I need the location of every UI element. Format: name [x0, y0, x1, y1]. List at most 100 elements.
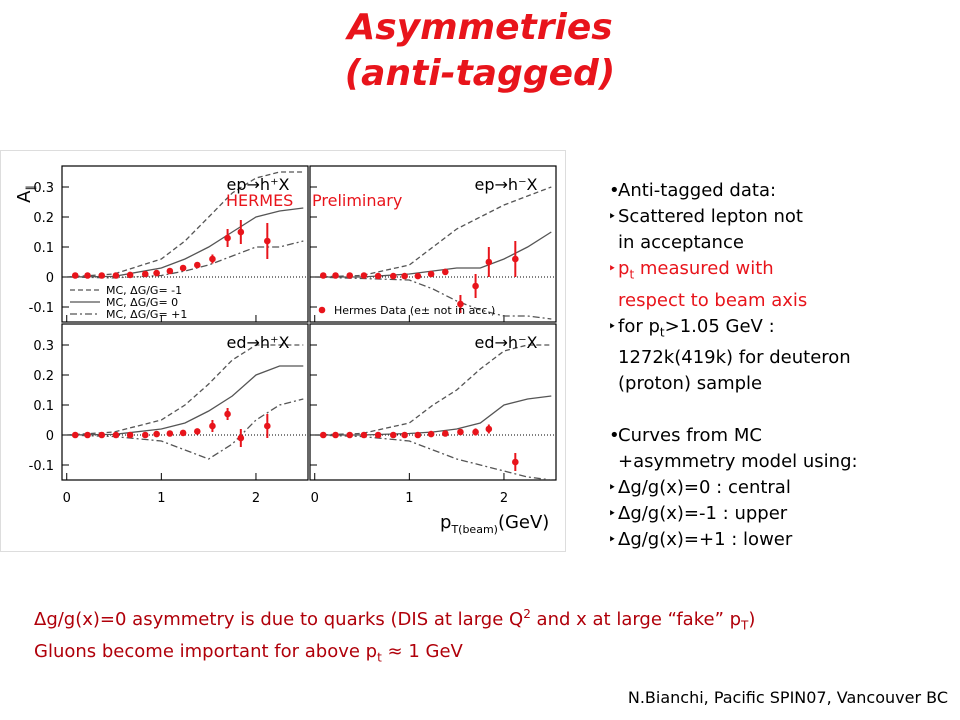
data-point — [126, 271, 134, 279]
legend-label: MC, ΔG/G= -1 — [106, 284, 182, 297]
data-point — [389, 272, 397, 280]
data-point — [264, 422, 271, 430]
y-axis-label-main: A — [14, 190, 35, 203]
y-tick-label: 0 — [46, 271, 54, 286]
data-point — [84, 272, 91, 279]
data-point — [389, 431, 397, 439]
data-point — [472, 282, 479, 290]
data-point — [237, 228, 245, 236]
note-text: respect to beam axis — [618, 289, 808, 311]
panel-frame — [61, 323, 309, 481]
data-point — [346, 431, 354, 439]
note-text: p — [618, 258, 630, 279]
note: for pt>1.05 GeV : 1272k(419k) for deutero… — [608, 314, 948, 398]
data-point — [319, 272, 327, 279]
mc-curve — [314, 344, 552, 436]
notes: Anti-tagged data: Scattered lepton not in… — [608, 178, 948, 553]
x-tick-label: 0 — [63, 491, 71, 506]
note-text: in acceptance — [618, 232, 744, 253]
x-tick-label: 1 — [405, 491, 413, 506]
note: Δg/g(x)=-1 : upper — [608, 501, 948, 527]
y-tick-label: 0.1 — [33, 241, 54, 256]
data-point — [332, 431, 339, 439]
y-tick-label: -0.1 — [29, 459, 54, 474]
x-tick-label: 0 — [311, 491, 319, 506]
note-text: >1.05 GeV : — [664, 315, 775, 337]
data-point — [209, 255, 216, 263]
legend-label: MC, ΔG/G= 0 — [106, 296, 178, 309]
summary-text: t — [377, 650, 382, 665]
figure-background — [0, 150, 566, 552]
data-point — [141, 431, 149, 439]
x-tick-label: 1 — [157, 491, 165, 506]
note-text: measured with — [634, 258, 774, 279]
summary-text: T — [741, 618, 749, 633]
data-point — [360, 431, 368, 439]
note-text: 1272k(419k) for deuteron — [618, 347, 851, 369]
y-tick-label: 0.2 — [33, 211, 54, 226]
figure: -0.1 0 0.1 0.2 0.3 ep→h⁺X ep→h⁻X -0.1 0 0.1 0.2 0.3… — [0, 150, 566, 552]
note: Curves from MC +asymmetry model using: — [609, 423, 948, 475]
data-point — [194, 261, 201, 269]
data-point — [166, 267, 174, 275]
note-text: Curves from MC — [618, 425, 762, 447]
x-tick-label: 2 — [252, 491, 260, 506]
data-point — [166, 430, 174, 437]
data-point — [472, 428, 479, 436]
mc-curve — [66, 344, 304, 436]
data-point — [153, 430, 160, 438]
data-point — [71, 431, 79, 439]
panel-title: ep→h⁺X — [227, 175, 290, 194]
panel-title: ed→h⁻X — [475, 333, 538, 352]
x-axis-label-unit: (GeV) — [498, 512, 549, 533]
summary-text: ) — [748, 609, 756, 630]
note-text: Anti-tagged data: — [618, 180, 777, 201]
data-point — [141, 270, 149, 278]
y-tick-label: 0.2 — [33, 369, 54, 384]
summary-text: ≈ 1 GeV — [381, 640, 463, 662]
panel-frame — [61, 165, 309, 323]
data-point — [264, 237, 271, 245]
data-point — [374, 431, 382, 439]
x-axis-label-main: p — [440, 512, 451, 533]
title: Asymmetries — [347, 7, 613, 48]
data-point — [98, 431, 106, 439]
data-point — [153, 269, 160, 277]
title: (anti-tagged) — [344, 53, 616, 94]
note: Anti-tagged data: — [609, 178, 948, 204]
data-point — [442, 430, 449, 437]
data-point — [374, 272, 382, 280]
legend-label: MC, ΔG/G= +1 — [106, 308, 187, 321]
x-axis-label: pT(beam)(GeV) — [440, 512, 549, 536]
data-point — [414, 272, 422, 280]
note: Scattered lepton not in acceptance — [608, 204, 948, 256]
data-point — [179, 429, 187, 437]
data-point — [457, 428, 464, 436]
data-point — [209, 422, 216, 430]
legend-marker — [318, 306, 326, 314]
y-tick-label: 0.3 — [33, 339, 54, 354]
panel-frame — [309, 323, 557, 481]
note-text: (proton) sample — [618, 373, 763, 395]
note: Δg/g(x)=0 : central — [608, 475, 948, 501]
note: Δg/g(x)=+1 : lower — [608, 527, 948, 553]
data-point — [224, 410, 231, 418]
y-tick-label: -0.1 — [29, 301, 54, 316]
data-point — [224, 234, 231, 242]
watermark: Preliminary — [312, 191, 402, 210]
x-axis-label-sub: T(beam) — [450, 523, 498, 536]
panel-title: ed→h⁺X — [227, 333, 290, 352]
data-point — [401, 272, 408, 280]
y-axis-label: A∥ — [14, 185, 37, 203]
mc-curve — [66, 171, 304, 278]
data-point — [98, 272, 106, 279]
note-text: t — [659, 325, 665, 340]
note-text: Δg/g(x)=+1 : lower — [618, 529, 793, 551]
note-text: Scattered lepton not — [618, 206, 803, 227]
data-point — [346, 272, 354, 279]
y-tick-label: 0 — [46, 429, 54, 444]
data-point — [71, 272, 79, 279]
data-point — [84, 431, 91, 439]
watermark: HERMES — [226, 191, 293, 210]
